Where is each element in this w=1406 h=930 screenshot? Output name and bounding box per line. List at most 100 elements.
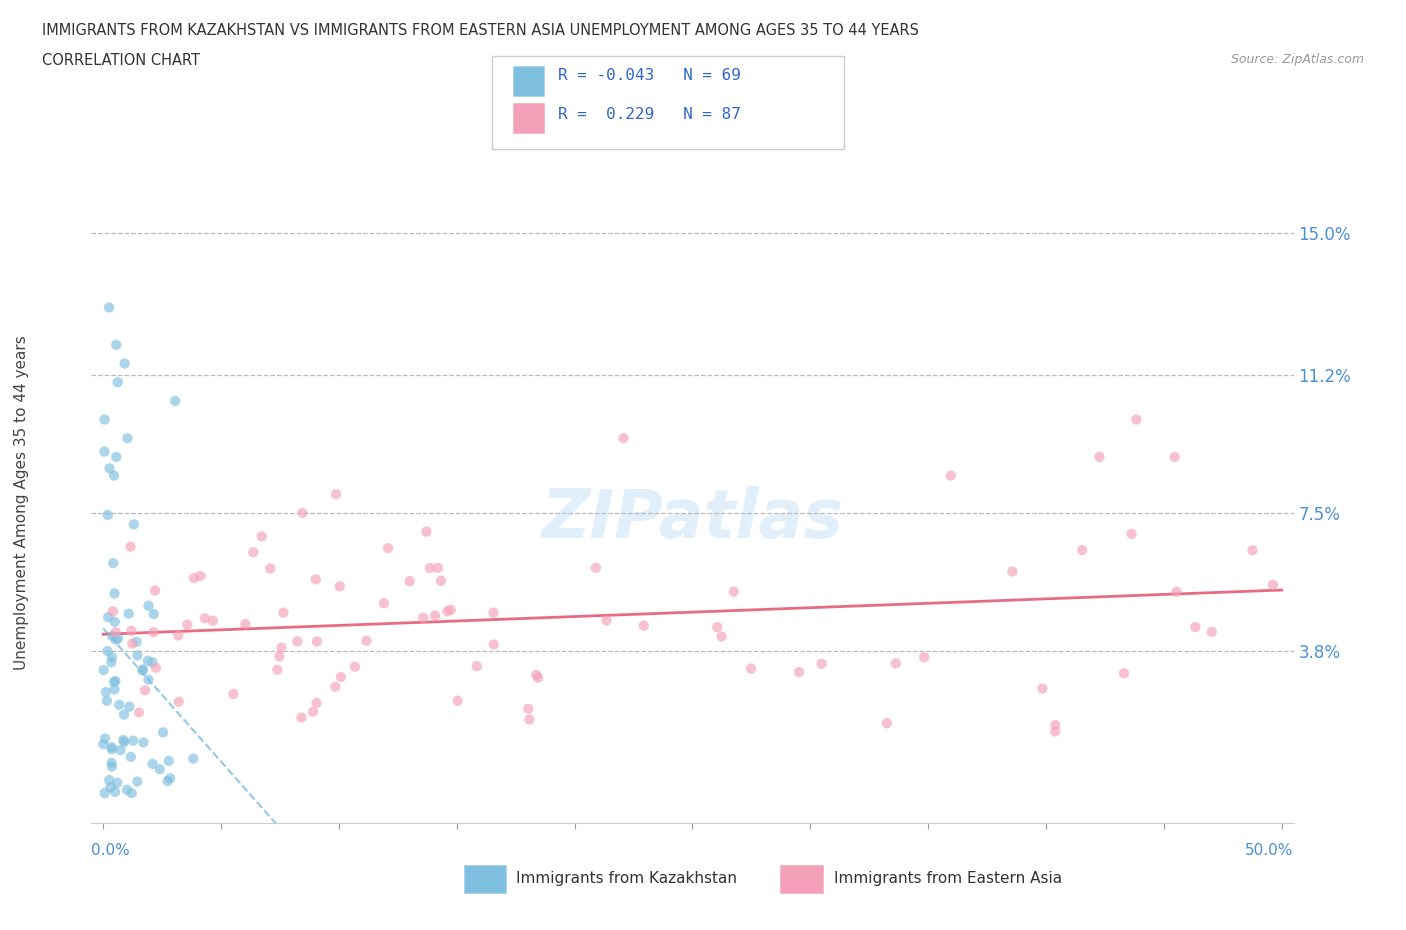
Point: [519, 712, 541, 727]
Point: [302, 704, 325, 719]
Point: [876, 716, 898, 731]
Point: [527, 671, 550, 685]
Point: [115, 782, 138, 797]
Point: [222, 686, 245, 701]
Point: [132, 662, 155, 677]
Point: [373, 596, 395, 611]
Point: [138, 598, 160, 613]
Point: [242, 545, 264, 560]
Point: [273, 605, 295, 620]
Point: [142, 606, 165, 621]
Point: [159, 771, 181, 786]
Point: [91, 737, 114, 751]
Point: [165, 393, 187, 408]
Point: [136, 653, 159, 668]
Point: [1121, 526, 1143, 541]
Point: [121, 636, 143, 651]
Point: [194, 611, 217, 626]
Point: [1088, 449, 1111, 464]
Point: [329, 670, 352, 684]
Point: [270, 640, 292, 655]
Point: [1001, 565, 1024, 579]
Point: [108, 698, 131, 712]
Point: [436, 604, 458, 618]
Point: [285, 634, 308, 649]
Point: [167, 695, 190, 710]
Point: [710, 629, 733, 644]
Point: [125, 634, 148, 649]
Point: [120, 623, 142, 638]
Point: [356, 633, 378, 648]
Text: R =  0.229   N = 87: R = 0.229 N = 87: [558, 107, 741, 122]
Point: [98, 461, 121, 476]
Point: [329, 579, 352, 594]
Point: [884, 656, 907, 671]
Point: [176, 618, 198, 632]
Text: Source: ZipAtlas.com: Source: ZipAtlas.com: [1230, 53, 1364, 66]
Point: [96, 644, 118, 658]
Point: [259, 561, 281, 576]
Point: [94, 684, 117, 699]
Point: [305, 634, 328, 649]
Point: [939, 468, 962, 483]
Point: [104, 673, 127, 688]
Point: [377, 540, 399, 555]
Point: [325, 486, 347, 501]
Point: [426, 561, 449, 576]
Text: Immigrants from Kazakhstan: Immigrants from Kazakhstan: [516, 871, 737, 886]
Point: [142, 625, 165, 640]
Point: [101, 741, 124, 756]
Point: [131, 663, 153, 678]
Point: [740, 661, 762, 676]
Point: [107, 631, 129, 645]
Point: [156, 774, 179, 789]
Point: [1163, 449, 1185, 464]
Point: [117, 431, 139, 445]
Point: [912, 650, 935, 665]
Point: [110, 743, 132, 758]
Point: [482, 637, 505, 652]
Point: [305, 572, 328, 587]
Point: [482, 605, 505, 620]
Point: [101, 604, 124, 618]
Point: [101, 759, 124, 774]
Point: [134, 683, 156, 698]
Text: Unemployment Among Ages 35 to 44 years: Unemployment Among Ages 35 to 44 years: [14, 335, 28, 670]
Point: [132, 735, 155, 750]
Point: [127, 774, 149, 789]
Point: [93, 662, 115, 677]
Point: [93, 412, 115, 427]
Point: [787, 665, 810, 680]
Point: [103, 674, 125, 689]
Point: [105, 776, 128, 790]
Point: [1261, 578, 1284, 592]
Point: [167, 628, 190, 643]
Point: [1241, 543, 1264, 558]
Point: [104, 615, 127, 630]
Point: [120, 750, 142, 764]
Point: [103, 682, 125, 697]
Point: [517, 701, 540, 716]
Point: [145, 660, 167, 675]
Point: [440, 603, 463, 618]
Point: [114, 356, 136, 371]
Point: [103, 556, 125, 571]
Point: [100, 755, 122, 770]
Point: [343, 659, 366, 674]
Point: [122, 517, 145, 532]
Point: [143, 583, 166, 598]
Point: [97, 610, 120, 625]
Point: [1184, 619, 1206, 634]
Point: [612, 431, 634, 445]
Point: [121, 786, 143, 801]
Point: [112, 707, 135, 722]
Point: [1125, 412, 1147, 427]
Point: [415, 525, 437, 539]
Point: [183, 570, 205, 585]
Point: [419, 561, 441, 576]
Point: [94, 731, 117, 746]
Point: [104, 632, 127, 647]
Point: [122, 733, 145, 748]
Point: [323, 680, 346, 695]
Point: [142, 756, 165, 771]
